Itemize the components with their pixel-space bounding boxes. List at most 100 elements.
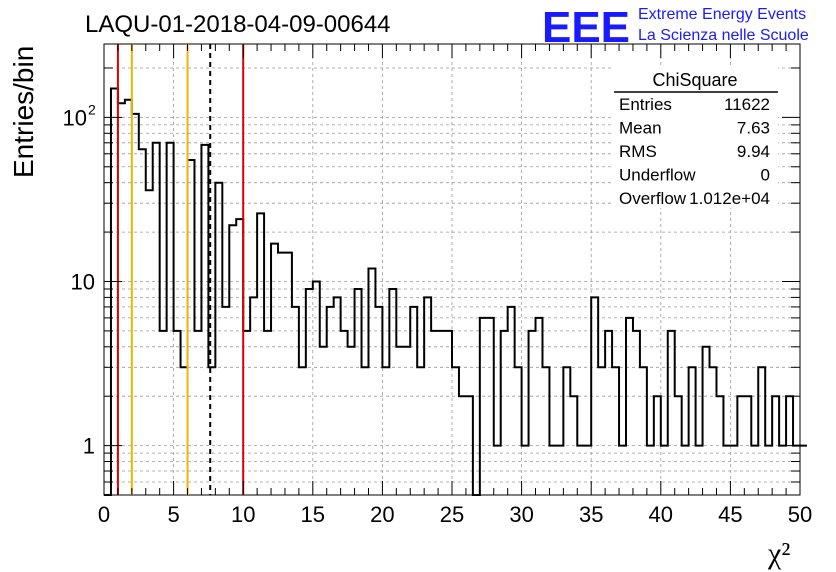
histogram-bin — [640, 367, 647, 495]
histogram-bin — [612, 367, 619, 495]
histogram-bin — [167, 143, 174, 495]
histogram-bin — [542, 367, 549, 495]
histogram-bin — [703, 347, 710, 495]
run-title: LAQU-01-2018-04-09-00644 — [85, 11, 391, 38]
stats-box-background — [614, 66, 778, 208]
histogram-bin — [487, 318, 494, 495]
stats-row-label: Entries — [619, 95, 672, 114]
histogram-bin — [118, 103, 125, 495]
histogram-bin — [598, 367, 605, 495]
histogram-bin — [222, 307, 229, 495]
histogram-bin — [375, 307, 382, 495]
histogram-bin — [368, 268, 375, 495]
logo-acronym: EEE — [542, 3, 630, 52]
x-tick-label: 25 — [440, 502, 464, 527]
histogram-bin — [800, 446, 807, 495]
axis-ticks — [103, 44, 801, 496]
histogram-bin — [201, 145, 208, 495]
histogram-bin — [174, 331, 181, 495]
histogram-bin — [146, 190, 153, 495]
histogram-bin — [536, 318, 543, 495]
histogram-bin — [515, 367, 522, 495]
stats-box-title: ChiSquare — [652, 70, 737, 90]
histogram-bin — [153, 143, 160, 495]
histogram-bin — [501, 331, 508, 495]
x-tick-label: 40 — [649, 502, 673, 527]
histogram-bin — [508, 307, 515, 495]
histogram-bin — [341, 331, 348, 495]
histogram-bin — [243, 331, 250, 495]
histogram-bin — [452, 367, 459, 495]
stats-row-label: RMS — [619, 142, 657, 161]
stats-row-label: Mean — [619, 119, 662, 138]
x-tick-label: 0 — [98, 502, 110, 527]
histogram-bin — [633, 331, 640, 495]
stats-row-value: 11622 — [724, 95, 770, 114]
histogram-bin — [264, 331, 271, 495]
histogram-bin — [438, 331, 445, 495]
y-tick-label-exponent: 2 — [88, 101, 96, 117]
histogram-bin — [403, 347, 410, 495]
x-tick-label: 30 — [509, 502, 533, 527]
histogram-bin — [529, 331, 536, 495]
histogram-bin — [626, 318, 633, 495]
x-tick-label: 5 — [167, 502, 179, 527]
histogram-bin — [410, 307, 417, 495]
stats-box: ChiSquare Entries 11622 Mean 7.63 RMS 9.94 Und… — [614, 66, 778, 208]
histogram-bin — [480, 318, 487, 495]
histogram-bin — [563, 367, 570, 495]
eee-logo: EEE Extreme Energy Events La Scienza nel… — [542, 3, 809, 52]
histogram-bin — [292, 307, 299, 495]
reference-lines — [116, 44, 245, 495]
histogram-bin — [327, 307, 334, 495]
histogram-bin — [313, 281, 320, 495]
histogram-bin — [194, 331, 201, 495]
x-tick-label: 45 — [718, 502, 742, 527]
y-tick-label: 10 — [71, 269, 95, 294]
stats-row-value: 7.63 — [737, 119, 770, 138]
x-tick-label: 50 — [788, 502, 812, 527]
x-tick-label: 20 — [370, 502, 394, 527]
histogram-bin — [181, 367, 188, 495]
histogram-step-line — [104, 87, 807, 496]
histogram-bin — [710, 367, 717, 495]
stats-row-value: 9.94 — [737, 142, 770, 161]
histogram-bin — [139, 149, 146, 495]
histogram-bin — [299, 367, 306, 495]
histogram-bin — [236, 219, 243, 495]
histogram-bin — [188, 160, 195, 495]
histogram-bin — [160, 331, 167, 495]
histogram-bin — [431, 331, 438, 495]
histogram-bin — [306, 289, 313, 495]
histogram-bin — [111, 88, 118, 495]
histogram-bin — [348, 347, 355, 495]
x-axis-label: χ² — [767, 537, 790, 570]
x-tick-label: 35 — [579, 502, 603, 527]
histogram-bin — [417, 367, 424, 495]
histogram-bin — [689, 367, 696, 495]
histogram-bin — [396, 347, 403, 495]
x-tick-label: 15 — [301, 502, 325, 527]
stats-row-value: 1.012e+04 — [689, 189, 770, 208]
histogram-bin — [320, 347, 327, 495]
histogram-bin — [668, 331, 675, 495]
logo-line-1: Extreme Energy Events — [638, 6, 806, 23]
x-tick-label: 10 — [231, 502, 255, 527]
logo-line-2: La Scienza nelle Scuole — [638, 27, 809, 44]
histogram-bin — [382, 367, 389, 495]
histogram-bin — [362, 367, 369, 495]
stats-row-label: Overflow — [619, 189, 687, 208]
y-tick-label: 10 — [63, 105, 87, 130]
grid — [104, 44, 800, 495]
histogram-bin — [215, 183, 222, 495]
histogram-bin — [445, 331, 452, 495]
stats-row-label: Underflow — [619, 166, 696, 185]
y-tick-label: 1 — [83, 434, 95, 459]
histogram-bin — [355, 289, 362, 495]
histogram-series — [104, 87, 807, 496]
y-axis-label: Entries/bin — [8, 46, 39, 178]
stats-row-value: 0 — [761, 166, 770, 185]
histogram-bin — [132, 114, 139, 495]
